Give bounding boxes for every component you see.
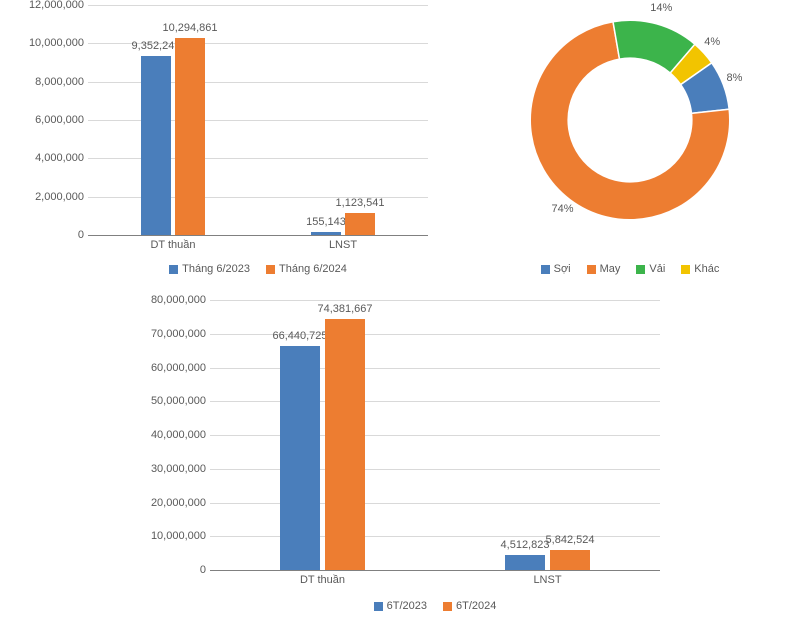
y-tick-label: 10,000,000 — [6, 37, 84, 49]
legend-text: Vải — [649, 263, 665, 275]
legend-swatch — [681, 265, 690, 274]
legend-text: 6T/2023 — [387, 600, 427, 612]
bar-value-label: 1,123,541 — [336, 197, 385, 209]
gridline — [88, 158, 428, 159]
sixmonth-bar-chart: 010,000,00020,000,00030,000,00040,000,00… — [120, 300, 680, 630]
legend-item: 6T/2024 — [443, 600, 496, 612]
chart1-x-axis: DT thuần LNST — [88, 239, 428, 259]
legend-swatch — [541, 265, 550, 274]
gridline — [88, 5, 428, 6]
x-tick-label: LNST — [533, 574, 561, 586]
gridline — [210, 300, 660, 301]
bar-value-label: 9,352,249 — [132, 40, 181, 52]
y-tick-label: 2,000,000 — [6, 191, 84, 203]
donut-legend: Sợi May Vải Khác — [470, 263, 790, 275]
chart2-x-axis: DT thuần LNST — [210, 574, 660, 594]
x-tick-label: LNST — [329, 239, 357, 251]
x-tick-label: DT thuần — [150, 239, 195, 251]
y-tick-label: 60,000,000 — [116, 362, 206, 374]
chart1-legend: Tháng 6/2023 Tháng 6/2024 — [88, 263, 428, 275]
y-tick-label: 50,000,000 — [116, 395, 206, 407]
y-tick-label: 70,000,000 — [116, 328, 206, 340]
chart2-y-axis: 010,000,00020,000,00030,000,00040,000,00… — [120, 300, 210, 570]
donut-pct-label: 4% — [704, 36, 720, 48]
donut-pct-label: 74% — [552, 203, 574, 215]
gridline — [210, 368, 660, 369]
chart2-plot: 66,440,725 74,381,667 4,512,8235,842,524 — [210, 300, 660, 570]
legend-item: 6T/2023 — [374, 600, 427, 612]
chart2-legend: 6T/2023 6T/2024 — [210, 600, 660, 612]
bar — [345, 213, 376, 235]
chart1-y-axis: 02,000,0004,000,0006,000,0008,000,00010,… — [10, 5, 88, 235]
y-tick-label: 10,000,000 — [116, 530, 206, 542]
bar — [325, 319, 366, 570]
bar — [505, 555, 546, 570]
donut-pct-label: 14% — [650, 2, 672, 14]
x-tick-label: DT thuần — [300, 574, 345, 586]
y-tick-label: 0 — [116, 564, 206, 576]
legend-text: 6T/2024 — [456, 600, 496, 612]
legend-item: Tháng 6/2023 — [169, 263, 250, 275]
y-tick-label: 80,000,000 — [116, 294, 206, 306]
legend-text: Khác — [694, 263, 719, 275]
legend-swatch — [636, 265, 645, 274]
legend-text: Tháng 6/2023 — [182, 263, 250, 275]
bar — [175, 38, 206, 235]
bar — [550, 550, 591, 570]
y-tick-label: 4,000,000 — [6, 152, 84, 164]
monthly-bar-chart: 02,000,0004,000,0006,000,0008,000,00010,… — [10, 5, 440, 285]
bar-value-label: 155,143 — [306, 216, 346, 228]
gridline — [210, 503, 660, 504]
gridline — [88, 82, 428, 83]
legend-item: Tháng 6/2024 — [266, 263, 347, 275]
legend-item: Khác — [681, 263, 719, 275]
gridline — [210, 435, 660, 436]
bar — [280, 346, 321, 570]
gridline — [210, 469, 660, 470]
y-tick-label: 30,000,000 — [116, 463, 206, 475]
y-tick-label: 6,000,000 — [6, 114, 84, 126]
bar-value-label: 74,381,667 — [317, 303, 372, 315]
bar — [311, 232, 342, 235]
legend-swatch — [169, 265, 178, 274]
legend-swatch — [587, 265, 596, 274]
legend-text: May — [600, 263, 621, 275]
bar-value-label: 4,512,823 — [501, 539, 550, 551]
legend-item: May — [587, 263, 621, 275]
gridline — [210, 401, 660, 402]
legend-swatch — [266, 265, 275, 274]
donut-pct-label: 8% — [726, 72, 742, 84]
product-mix-donut: 8% 74% 14% 4% Sợi May Vải Khác — [470, 5, 790, 285]
legend-text: Sợi — [554, 263, 571, 275]
y-tick-label: 40,000,000 — [116, 429, 206, 441]
legend-text: Tháng 6/2024 — [279, 263, 347, 275]
bar — [141, 56, 172, 235]
y-tick-label: 20,000,000 — [116, 497, 206, 509]
y-tick-label: 8,000,000 — [6, 76, 84, 88]
bar-value-label: 10,294,861 — [162, 22, 217, 34]
axis-baseline — [88, 235, 428, 236]
chart1-plot: 9,352,249 10,294,861 155,143 1,123,541 — [88, 5, 428, 235]
y-tick-label: 12,000,000 — [6, 0, 84, 11]
legend-swatch — [443, 602, 452, 611]
legend-swatch — [374, 602, 383, 611]
axis-baseline — [210, 570, 660, 571]
bar-value-label: 66,440,725 — [272, 330, 327, 342]
gridline — [88, 120, 428, 121]
legend-item: Vải — [636, 263, 665, 275]
y-tick-label: 0 — [6, 229, 84, 241]
legend-item: Sợi — [541, 263, 571, 275]
bar-value-label: 5,842,524 — [546, 534, 595, 546]
